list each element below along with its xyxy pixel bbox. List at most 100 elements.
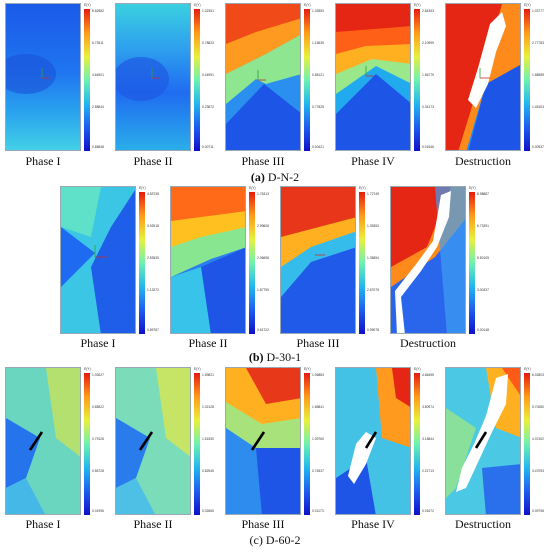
colorbar-title: E(Y) bbox=[414, 367, 421, 371]
colorbar-title: E(Y) bbox=[524, 367, 531, 371]
tick-label: 2.67075 bbox=[367, 288, 379, 292]
tick-label: 0.00148 bbox=[477, 328, 489, 332]
figure-row-a: E(Y) 8.82582 6.72511 4.64901 2.58844 0.8… bbox=[0, 0, 550, 205]
strain-panel: E(Y) 1.06883 1.65841 1.09760 0.74537 0.0… bbox=[225, 367, 329, 517]
tick-label: 1.39353 bbox=[367, 224, 379, 228]
colorbar-ticks: 1.02351 0.78823 0.44991 0.23872 0.00711 bbox=[202, 9, 228, 151]
phase-label: Phase IV bbox=[351, 517, 395, 531]
colorbar-title: E(Y) bbox=[194, 3, 201, 7]
tick-label: 1.45103 bbox=[532, 105, 544, 109]
strain-panel: E(Y) 2.84393 2.10999 1.56779 0.34173 0.0… bbox=[335, 3, 439, 163]
tick-label: 0.77825 bbox=[312, 105, 324, 109]
colorbar bbox=[84, 373, 90, 515]
tick-label: 0.00711 bbox=[202, 145, 214, 149]
phase-label: Phase III bbox=[296, 336, 340, 350]
colorbar-ticks: 1.72749 1.39353 1.35894 2.67075 0.99078 bbox=[367, 192, 393, 334]
phase-label: Phase III bbox=[241, 517, 285, 531]
tick-label: 4.66495 bbox=[422, 373, 434, 377]
tick-label: 3.15844 bbox=[422, 437, 434, 441]
tick-label: 0.01672 bbox=[422, 509, 434, 513]
tick-label: 2.58844 bbox=[92, 105, 104, 109]
colorbar bbox=[139, 192, 145, 334]
tick-label: 0.85522 bbox=[92, 405, 104, 409]
colorbar bbox=[249, 192, 255, 334]
strain-contour-map bbox=[445, 367, 521, 515]
phase-label: Phase II bbox=[188, 336, 228, 350]
phase-label: Destruction bbox=[455, 154, 511, 168]
figure-row-c: E(Y) 1.03027 0.85522 0.79126 0.56728 0.0… bbox=[0, 367, 550, 553]
tick-label: 8.82582 bbox=[92, 9, 104, 13]
strain-contour-map bbox=[280, 186, 356, 334]
strain-panel: E(Y) 1.59821 1.02128 1.51530 0.82545 0.0… bbox=[115, 367, 219, 517]
strain-panel: E(Y) 1.33553 1.15635 0.85121 0.77825 0.0… bbox=[225, 3, 329, 163]
tick-label: 0.09798 bbox=[532, 509, 544, 513]
tick-label: 0.44991 bbox=[202, 73, 214, 77]
figure-row-b: E(Y) 4.83735 3.92518 2.53535 1.13272 0.8… bbox=[0, 186, 550, 366]
colorbar-ticks: 6.02803 5.70280 4.37402 3.47093 0.09798 bbox=[532, 373, 550, 515]
colorbar bbox=[304, 373, 310, 515]
colorbar-title: E(Y) bbox=[304, 3, 311, 7]
tick-label: 1.35894 bbox=[367, 256, 379, 260]
colorbar-title: E(Y) bbox=[469, 186, 476, 190]
strain-panel: E(Y) 1.02351 0.78823 0.44991 0.23872 0.0… bbox=[115, 3, 219, 163]
strain-contour-map bbox=[390, 186, 466, 334]
tick-label: 1.06883 bbox=[312, 373, 324, 377]
tick-label: 1.59821 bbox=[202, 373, 214, 377]
strain-contour-map bbox=[335, 367, 411, 515]
tick-label: 6.02803 bbox=[532, 373, 544, 377]
strain-panel: E(Y) 4.83735 3.92518 2.53535 1.13272 0.8… bbox=[60, 186, 164, 336]
colorbar bbox=[524, 373, 530, 515]
colorbar-ticks: 1.33553 1.15635 0.85121 0.77825 0.00421 bbox=[312, 9, 338, 151]
tick-label: 0.01173 bbox=[312, 509, 324, 513]
phase-label: Phase I bbox=[80, 336, 116, 350]
strain-panel: E(Y) 4.66495 3.80974 3.15844 2.21713 0.0… bbox=[335, 367, 439, 517]
tick-label: 0.79126 bbox=[92, 437, 104, 441]
colorbar-title: E(Y) bbox=[84, 367, 91, 371]
colorbar-title: E(Y) bbox=[304, 367, 311, 371]
phase-label: Phase I bbox=[25, 517, 61, 531]
strain-contour-map bbox=[5, 367, 81, 515]
tick-label: 0.61722 bbox=[257, 328, 269, 332]
colorbar-ticks: 1.76313 2.99608 2.06698 1.87795 0.61722 bbox=[257, 192, 283, 334]
tick-label: 4.37402 bbox=[532, 437, 544, 441]
colorbar-ticks: 2.84393 2.10999 1.56779 0.34173 0.01546 bbox=[422, 9, 448, 151]
tick-label: 2.21713 bbox=[422, 469, 434, 473]
strain-panel: E(Y) 1.03027 0.85522 0.79126 0.56728 0.0… bbox=[5, 367, 109, 517]
tick-label: 5.50105 bbox=[477, 256, 489, 260]
colorbar-ticks: 8.98887 6.73391 5.50105 3.00337 0.00148 bbox=[477, 192, 503, 334]
colorbar bbox=[524, 9, 530, 151]
phase-label: Phase I bbox=[25, 154, 61, 168]
tick-label: 1.02351 bbox=[202, 9, 214, 13]
subfigure-caption: (b) D-30-1 bbox=[0, 350, 550, 365]
colorbar bbox=[194, 373, 200, 515]
strain-panel: E(Y) 1.72749 1.39353 1.35894 2.67075 0.9… bbox=[280, 186, 384, 336]
tick-label: 1.13272 bbox=[147, 288, 159, 292]
tick-label: 1.09760 bbox=[312, 437, 324, 441]
tick-label: 0.02665 bbox=[202, 509, 214, 513]
tick-label: 1.56779 bbox=[422, 73, 434, 77]
tick-label: 5.70280 bbox=[532, 405, 544, 409]
phase-label: Phase II bbox=[133, 154, 173, 168]
strain-panel: E(Y) 8.98887 6.73391 5.50105 3.00337 0.0… bbox=[390, 186, 494, 336]
tick-label: 0.00421 bbox=[312, 145, 324, 149]
tick-label: 6.72511 bbox=[92, 41, 104, 45]
colorbar-ticks: 1.06883 1.65841 1.09760 0.74537 0.01173 bbox=[312, 373, 338, 515]
tick-label: 3.00337 bbox=[477, 288, 489, 292]
caption-specimen: D-30-1 bbox=[266, 350, 302, 364]
colorbar-title: E(Y) bbox=[84, 3, 91, 7]
strain-contour-map bbox=[115, 3, 191, 151]
colorbar bbox=[194, 9, 200, 151]
colorbar bbox=[469, 192, 475, 334]
caption-specimen: D-60-2 bbox=[265, 533, 301, 547]
tick-label: 2.10999 bbox=[422, 41, 434, 45]
tick-label: 0.01996 bbox=[92, 509, 104, 513]
tick-label: 3.47093 bbox=[532, 469, 544, 473]
strain-contour-map bbox=[225, 367, 301, 515]
colorbar-ticks: 1.03777 2.77783 1.88989 1.45103 0.00937 bbox=[532, 9, 550, 151]
tick-label: 4.64901 bbox=[92, 73, 104, 77]
phase-label: Phase III bbox=[241, 154, 285, 168]
tick-label: 0.23872 bbox=[202, 105, 214, 109]
caption-letter: (b) bbox=[248, 350, 264, 364]
tick-label: 2.53535 bbox=[147, 256, 159, 260]
colorbar-ticks: 8.82582 6.72511 4.64901 2.58844 0.85848 bbox=[92, 9, 118, 151]
